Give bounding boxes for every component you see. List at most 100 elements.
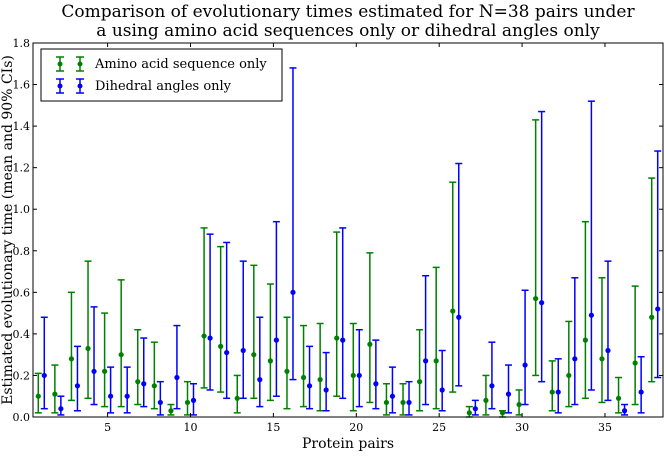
- data-point: [423, 358, 429, 364]
- x-tick-label: 5: [104, 421, 111, 434]
- y-tick-label: 1.8: [13, 37, 31, 50]
- data-point: [450, 308, 456, 314]
- y-tick-label: 0.2: [13, 369, 31, 382]
- data-point: [118, 352, 124, 358]
- data-point: [522, 362, 528, 368]
- y-tick-label: 0.6: [13, 286, 31, 299]
- data-point: [489, 383, 495, 389]
- y-tick-label: 0.4: [13, 328, 31, 341]
- data-point: [240, 347, 246, 354]
- data-point: [555, 389, 561, 395]
- data-point: [190, 397, 197, 403]
- x-tick-label: 25: [432, 421, 446, 434]
- data-point: [549, 389, 555, 395]
- data-point: [466, 410, 472, 416]
- data-point: [539, 300, 545, 306]
- data-point: [124, 393, 130, 399]
- data-point: [456, 314, 462, 320]
- x-tick-label: 35: [598, 421, 612, 434]
- x-tick-label: 15: [266, 421, 280, 434]
- data-point: [383, 399, 390, 406]
- data-point: [141, 381, 147, 387]
- y-tick-label: 1.4: [13, 120, 31, 133]
- data-point: [599, 356, 605, 362]
- y-axis: 0.0 0.2 0.4 0.6 0.8 1.0 1.2 1.4 1.6 1.8: [13, 37, 663, 424]
- data-point: [273, 337, 279, 343]
- data-point: [201, 333, 207, 339]
- x-tick-label: 10: [184, 421, 198, 434]
- data-point: [174, 374, 180, 381]
- data-point: [218, 343, 224, 349]
- data-point: [284, 368, 290, 374]
- data-point: [234, 395, 240, 401]
- data-point: [207, 335, 213, 341]
- data-point: [389, 393, 396, 399]
- data-point: [483, 397, 489, 403]
- data-point: [649, 314, 655, 320]
- data-point: [168, 408, 174, 414]
- data-point: [135, 379, 141, 385]
- data-point: [350, 372, 356, 379]
- plot-frame: [32, 42, 664, 418]
- x-axis-label: Protein pairs: [302, 436, 394, 452]
- data-point: [472, 406, 478, 412]
- data-point: [582, 337, 588, 343]
- data-point: [300, 374, 307, 381]
- data-point: [151, 383, 157, 389]
- legend-marker-dihedral: [56, 78, 84, 94]
- data-point: [306, 383, 313, 389]
- data-point: [41, 372, 47, 379]
- y-tick-label: 1.2: [13, 162, 31, 175]
- data-point: [632, 360, 638, 366]
- data-point: [605, 347, 611, 354]
- x-tick-label: 30: [515, 421, 529, 434]
- legend: Amino acid sequence only Dihedral angles…: [40, 48, 283, 102]
- data-point: [588, 312, 594, 318]
- data-point: [35, 393, 41, 399]
- data-point: [439, 387, 445, 393]
- data-point: [400, 399, 406, 406]
- x-tick-label: 20: [349, 421, 363, 434]
- data-point: [638, 389, 644, 395]
- data-point: [356, 372, 362, 379]
- data-point: [433, 358, 439, 364]
- x-axis: 5 10 15 20 25 30 35: [104, 43, 612, 434]
- data-point: [91, 368, 97, 374]
- y-tick-label: 1.6: [13, 79, 31, 92]
- data-point: [505, 391, 512, 397]
- data-point: [621, 408, 628, 414]
- data-point: [102, 368, 108, 374]
- legend-marker-amino-acid: [56, 56, 84, 72]
- data-point: [68, 356, 75, 362]
- y-tick-label: 1.0: [13, 203, 31, 216]
- plot-area: [34, 67, 662, 418]
- data-point: [572, 356, 578, 362]
- data-point: [340, 337, 346, 343]
- data-point: [655, 306, 661, 312]
- data-point: [257, 377, 263, 383]
- data-point: [85, 345, 91, 352]
- y-tick-label: 0.8: [13, 245, 31, 258]
- data-point: [251, 352, 257, 358]
- data-point: [157, 399, 163, 406]
- data-point: [367, 341, 373, 347]
- data-point: [516, 401, 522, 408]
- y-tick-label: 0.0: [13, 411, 31, 424]
- legend-label-amino-acid: Amino acid sequence only: [94, 57, 267, 72]
- data-point: [406, 399, 412, 406]
- chart-title-line-2: a using amino acid sequences only or dih…: [96, 21, 600, 41]
- data-point: [373, 381, 379, 387]
- data-point: [334, 335, 340, 341]
- data-point: [108, 393, 114, 399]
- data-point: [290, 289, 296, 295]
- data-point: [533, 295, 539, 302]
- data-point: [317, 377, 323, 383]
- data-point: [58, 406, 64, 412]
- data-point: [499, 410, 506, 416]
- data-point: [566, 372, 572, 379]
- data-point: [615, 395, 622, 401]
- data-point: [417, 379, 423, 385]
- data-point: [224, 349, 230, 356]
- data-point: [52, 391, 58, 397]
